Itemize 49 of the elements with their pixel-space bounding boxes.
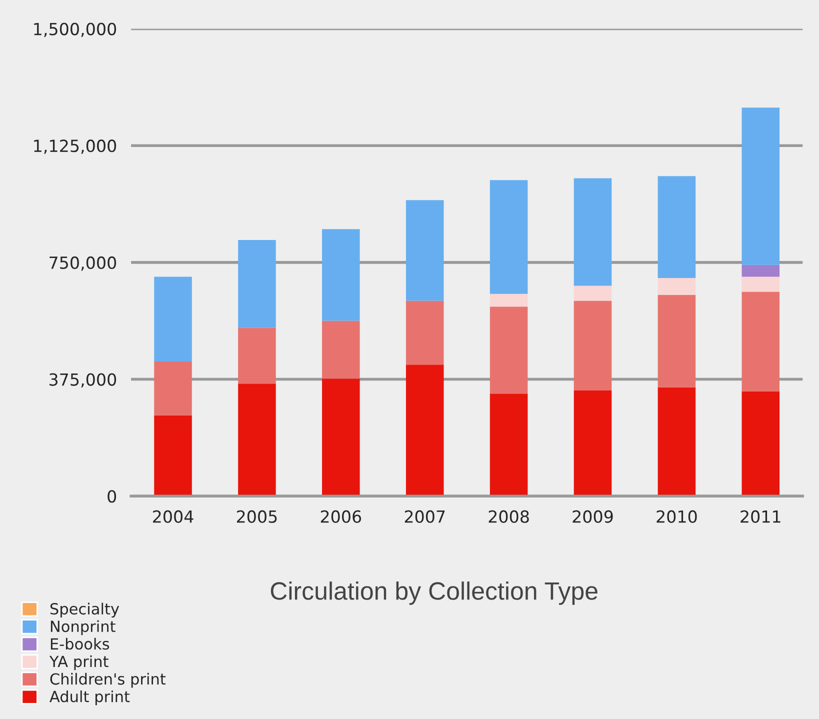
legend-label: YA print xyxy=(49,655,108,670)
x-tick-label: 2009 xyxy=(572,510,613,523)
bar xyxy=(574,300,612,390)
y-tick-label: 1,500,000 xyxy=(34,22,116,38)
bar xyxy=(574,286,612,301)
text: Circulation by Collection Type xyxy=(270,582,598,605)
bar xyxy=(742,276,780,292)
bar xyxy=(322,320,360,379)
bar xyxy=(238,328,276,384)
bar xyxy=(490,394,528,496)
bar xyxy=(322,229,360,321)
legend-label: Adult print xyxy=(50,690,130,706)
bar xyxy=(406,200,444,301)
bar xyxy=(742,108,780,265)
x-tick-label: 2011 xyxy=(740,510,780,523)
bar xyxy=(154,362,192,416)
bar xyxy=(238,384,276,496)
bar xyxy=(406,300,444,365)
bar xyxy=(490,180,528,294)
x-tick-label: 2010 xyxy=(656,510,697,523)
bar xyxy=(490,306,528,394)
bar xyxy=(658,176,696,278)
legend-label: E-books xyxy=(50,638,110,650)
bar xyxy=(574,390,612,496)
bar xyxy=(322,378,360,496)
bar xyxy=(742,391,780,496)
y-tick-label: 750,000 xyxy=(50,256,116,271)
bar xyxy=(238,240,276,328)
bar xyxy=(574,178,612,286)
legend-label: Children's print xyxy=(50,672,166,688)
x-tick-label: 2007 xyxy=(404,510,445,523)
x-tick-label: 2005 xyxy=(236,510,277,523)
bar xyxy=(742,264,780,277)
x-tick-label: 2004 xyxy=(153,510,194,523)
x-tick-label: 2008 xyxy=(488,510,529,523)
y-tick-label: 0 xyxy=(108,490,116,503)
bar xyxy=(490,294,528,307)
x-tick-label: 2006 xyxy=(320,510,362,523)
bar xyxy=(406,364,444,496)
bar xyxy=(742,292,780,392)
bar xyxy=(658,294,696,388)
y-tick-label: 375,000 xyxy=(50,373,116,388)
y-tick-label: 1,125,000 xyxy=(34,140,116,154)
bar xyxy=(658,387,696,496)
legend-label: Specialty xyxy=(50,602,120,618)
bar xyxy=(658,278,696,295)
legend-label: Nonprint xyxy=(50,620,116,636)
bar xyxy=(154,415,192,496)
bar xyxy=(154,276,192,362)
